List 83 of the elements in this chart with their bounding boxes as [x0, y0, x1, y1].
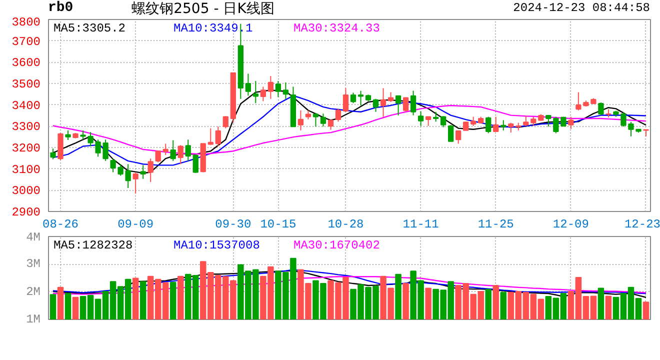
candlestick: [260, 86, 266, 102]
x-tick-label: 10-28: [328, 218, 364, 232]
y-tick-label: 3200: [12, 142, 41, 156]
x-tick-label: 11-25: [478, 218, 514, 232]
candlestick: [208, 128, 214, 146]
x-tick-label: 10-15: [260, 218, 296, 232]
x-tick-label: 12-23: [624, 218, 660, 232]
series-label: MA10:1537008: [174, 238, 260, 252]
candlestick: [252, 80, 258, 104]
candlestick: [486, 116, 492, 134]
candlestick: [493, 116, 499, 132]
candlestick: [523, 115, 529, 126]
y-tick-label: 3700: [12, 34, 41, 49]
candlestick: [350, 92, 356, 104]
candlestick: [553, 116, 559, 134]
y-tick-label: 3000: [12, 184, 41, 198]
y-tick-label: 3500: [12, 78, 41, 92]
text: MA5:1282328: [54, 238, 133, 252]
candlestick: [418, 110, 424, 126]
candlestick: [402, 96, 409, 112]
candlestick: [342, 88, 349, 112]
candlestick: [132, 172, 138, 194]
candlestick: [432, 111, 439, 122]
candlestick: [448, 124, 454, 142]
candlestick: [185, 139, 191, 162]
y-tick-label: 1M: [26, 312, 41, 326]
candlestick: [140, 164, 146, 180]
y-tick-label: 3800: [12, 16, 41, 30]
candlestick: [372, 98, 379, 112]
x-tick-label: 09-30: [215, 218, 252, 232]
candlestick: [215, 126, 221, 147]
candlestick: [410, 90, 416, 116]
candlestick: [65, 130, 71, 141]
y-tick-label: 3100: [12, 162, 41, 177]
y-tick-label: 4M: [26, 230, 41, 244]
text: MA5:3305.2: [54, 22, 126, 36]
candlestick: [155, 150, 161, 163]
candlestick: [170, 140, 176, 162]
candlestick: [80, 130, 86, 140]
candlestick: [530, 116, 536, 126]
candlestick: [358, 90, 364, 106]
x-tick-label: 09-09: [118, 218, 154, 232]
y-tick-label: 2900: [12, 206, 41, 220]
candlestick: [388, 92, 394, 103]
candlestick: [178, 144, 184, 165]
candlestick: [456, 130, 462, 144]
candlestick: [312, 112, 319, 128]
x-tick-label: 11-11: [402, 218, 439, 232]
candlestick: [425, 116, 432, 126]
text: 2024-12-23 08:44:58: [513, 1, 650, 15]
candlestick: [598, 102, 604, 116]
candlestick: [380, 88, 386, 118]
candlestick: [508, 122, 514, 134]
y-tick-label: 3300: [12, 120, 41, 134]
candlestick: [335, 108, 342, 122]
chart-title: 螺纹钢2505 - 日K线图: [132, 0, 274, 18]
x-tick-label: 08-26: [42, 218, 79, 232]
candlestick: [268, 76, 274, 100]
candlestick: [298, 110, 304, 131]
candlestick: [568, 116, 574, 130]
candlestick: [320, 113, 326, 128]
candlestick: [162, 143, 168, 156]
candlestick: [192, 154, 198, 174]
y-tick-label: 3600: [12, 56, 41, 70]
candlestick: [245, 73, 251, 96]
candlestick: [328, 120, 334, 130]
candlestick: [470, 116, 476, 126]
candlestick: [500, 120, 506, 131]
candlestick: [395, 95, 402, 116]
x-tick-label: 12-09: [552, 218, 589, 232]
candlestick: [275, 80, 282, 98]
text: MA30:3324.33: [294, 22, 380, 36]
candlestick: [222, 116, 228, 129]
y-tick-label: 2M: [26, 284, 41, 299]
candlestick: [282, 82, 289, 100]
y-tick-label: 3400: [12, 98, 41, 113]
y-tick-label: 3M: [26, 257, 41, 272]
candlestick: [440, 116, 446, 128]
text: rb0: [48, 0, 74, 16]
text: MA30:1670402: [294, 238, 380, 252]
candlestick: [50, 148, 56, 160]
candlestick: [148, 158, 154, 183]
candlestick: [546, 115, 552, 128]
